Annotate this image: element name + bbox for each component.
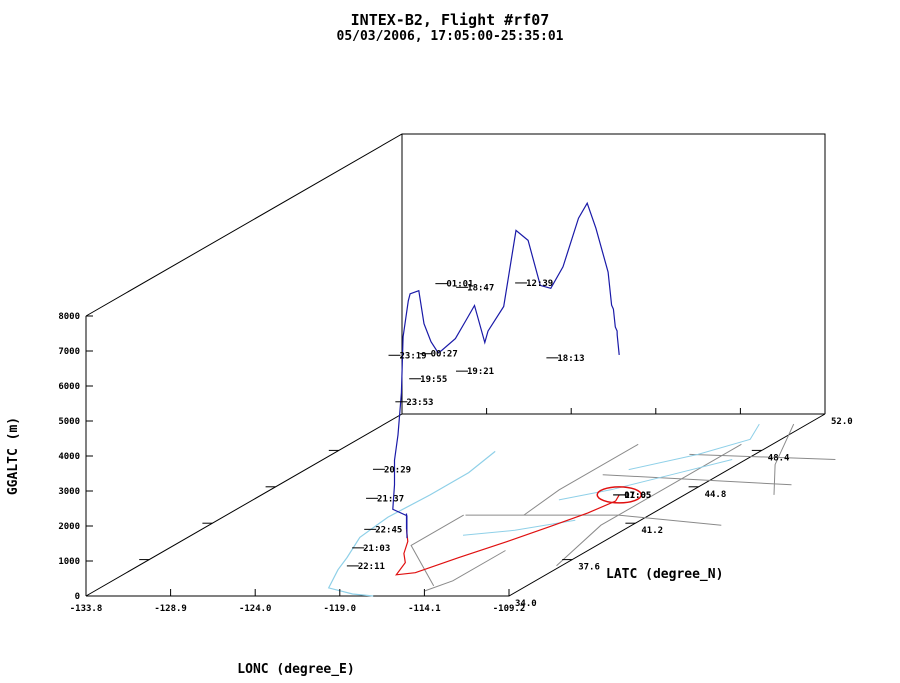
chart-subtitle: 05/03/2006, 17:05:00-25:35:01 [337, 29, 564, 44]
state-border-line [465, 514, 722, 526]
x-tick-label: -119.0 [324, 604, 357, 614]
time-label: 22:45 [375, 525, 402, 535]
river-line [628, 423, 760, 471]
x-tick-label: -109.2 [493, 604, 526, 614]
time-label: 12:39 [526, 279, 553, 289]
y-tick-label: 41.2 [641, 526, 663, 536]
time-label: 20:29 [384, 465, 411, 475]
time-label: 18:13 [557, 354, 584, 364]
time-label: 18:47 [467, 283, 494, 293]
z-tick-label: 4000 [58, 452, 80, 462]
z-tick-label: 6000 [58, 382, 80, 392]
back-wall-edges [85, 133, 826, 414]
time-label: 23:53 [406, 398, 433, 408]
flight-track-line [392, 201, 620, 539]
x-tick-label: -133.8 [70, 604, 103, 614]
time-label: 17:05 [624, 491, 651, 501]
ground-track [395, 494, 620, 576]
z-tick-label: 7000 [58, 347, 80, 357]
state-border-line [556, 443, 742, 567]
z-tick-label: 8000 [58, 312, 80, 322]
state-border-line [410, 514, 464, 587]
time-label: 19:21 [467, 367, 494, 377]
time-label: 21:03 [363, 544, 390, 554]
state-border-line [523, 443, 639, 516]
y-tick-label: 44.8 [705, 490, 727, 500]
state-border-line [689, 453, 836, 460]
x-axis-label: LONC (degree_E) [237, 662, 354, 677]
y-tick-label: 34.0 [515, 599, 537, 609]
state-border-line [602, 474, 792, 486]
state-border-line [424, 550, 506, 592]
flight-track-layer [392, 201, 620, 539]
y-tick-label: 48.4 [768, 453, 790, 463]
x-tick-label: -124.0 [239, 604, 272, 614]
river-line [558, 459, 733, 501]
z-tick-label: 1000 [58, 557, 80, 567]
z-tick-label: 0 [75, 592, 80, 602]
time-label: 00:27 [431, 350, 458, 360]
chart-title: INTEX-B2, Flight #rf07 [351, 11, 550, 29]
x-tick-label: -128.9 [154, 604, 187, 614]
time-label: 21:37 [377, 494, 404, 504]
river-line [462, 519, 576, 536]
ground-track-loop [596, 486, 642, 504]
y-tick-label: 52.0 [831, 417, 853, 427]
z-tick-label: 3000 [58, 487, 80, 497]
time-label: 22:11 [358, 562, 385, 572]
time-label: 01:05 [624, 491, 651, 501]
axis-ticks: -133.8 -128.9 -124.0 -119.0 -114.1 -109.234.0… [58, 312, 852, 614]
time-label: 23:19 [400, 351, 427, 361]
time-label: 01:01 [446, 280, 473, 290]
time-label: 19:55 [420, 375, 447, 385]
z-tick-label: 5000 [58, 417, 80, 427]
state-border-line [773, 423, 795, 495]
z-tick-label: 2000 [58, 522, 80, 532]
y-axis-label: LATC (degree_N) [606, 567, 723, 582]
plot-box-frame [85, 133, 826, 597]
y-tick-label: 37.6 [578, 563, 600, 573]
z-axis-label: GGALTC (m) [6, 417, 21, 495]
coastline [327, 450, 496, 597]
x-tick-label: -114.1 [408, 604, 441, 614]
